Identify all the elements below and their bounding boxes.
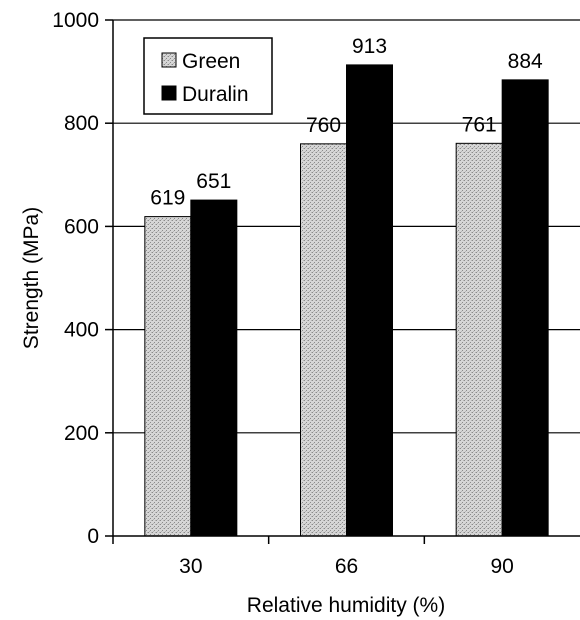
legend-swatch-green bbox=[161, 52, 177, 68]
bar-green-66 bbox=[300, 143, 347, 537]
x-axis-title: Relative humidity (%) bbox=[247, 594, 445, 617]
bar-duralin-90 bbox=[501, 79, 549, 537]
legend-label-duralin: Duralin bbox=[182, 83, 249, 106]
y-axis-title: Strength (MPa) bbox=[20, 207, 43, 349]
tick-labels: 0 200 400 600 800 1000 30 66 90 bbox=[52, 9, 514, 578]
x-tick-label-66: 66 bbox=[335, 555, 358, 578]
data-label-green-90: 761 bbox=[462, 113, 497, 136]
data-label-green-66: 760 bbox=[306, 114, 341, 137]
legend: Green Duralin bbox=[143, 37, 273, 115]
bar-green-30 bbox=[144, 216, 192, 537]
data-labels: 619 651 760 913 761 884 bbox=[150, 35, 543, 210]
bar-green-90 bbox=[455, 142, 503, 537]
y-tick-label-400: 400 bbox=[64, 319, 99, 342]
legend-box bbox=[143, 37, 273, 115]
y-tick-label-1000: 1000 bbox=[52, 9, 99, 32]
bar-duralin-66 bbox=[346, 64, 393, 537]
bar-duralin-30 bbox=[190, 199, 238, 537]
y-tick-label-600: 600 bbox=[64, 215, 99, 238]
data-label-duralin-66: 913 bbox=[352, 35, 387, 58]
data-label-duralin-90: 884 bbox=[508, 50, 543, 73]
data-label-duralin-30: 651 bbox=[196, 170, 231, 193]
x-tick-label-30: 30 bbox=[179, 555, 202, 578]
axes bbox=[105, 19, 580, 544]
y-tick-label-800: 800 bbox=[64, 112, 99, 135]
legend-label-green: Green bbox=[182, 50, 240, 73]
legend-swatch-duralin bbox=[161, 85, 177, 101]
y-tick-label-0: 0 bbox=[87, 525, 99, 548]
x-tick-label-90: 90 bbox=[490, 555, 513, 578]
bars bbox=[144, 64, 549, 537]
data-label-green-30: 619 bbox=[150, 187, 185, 210]
y-tick-label-200: 200 bbox=[64, 422, 99, 445]
